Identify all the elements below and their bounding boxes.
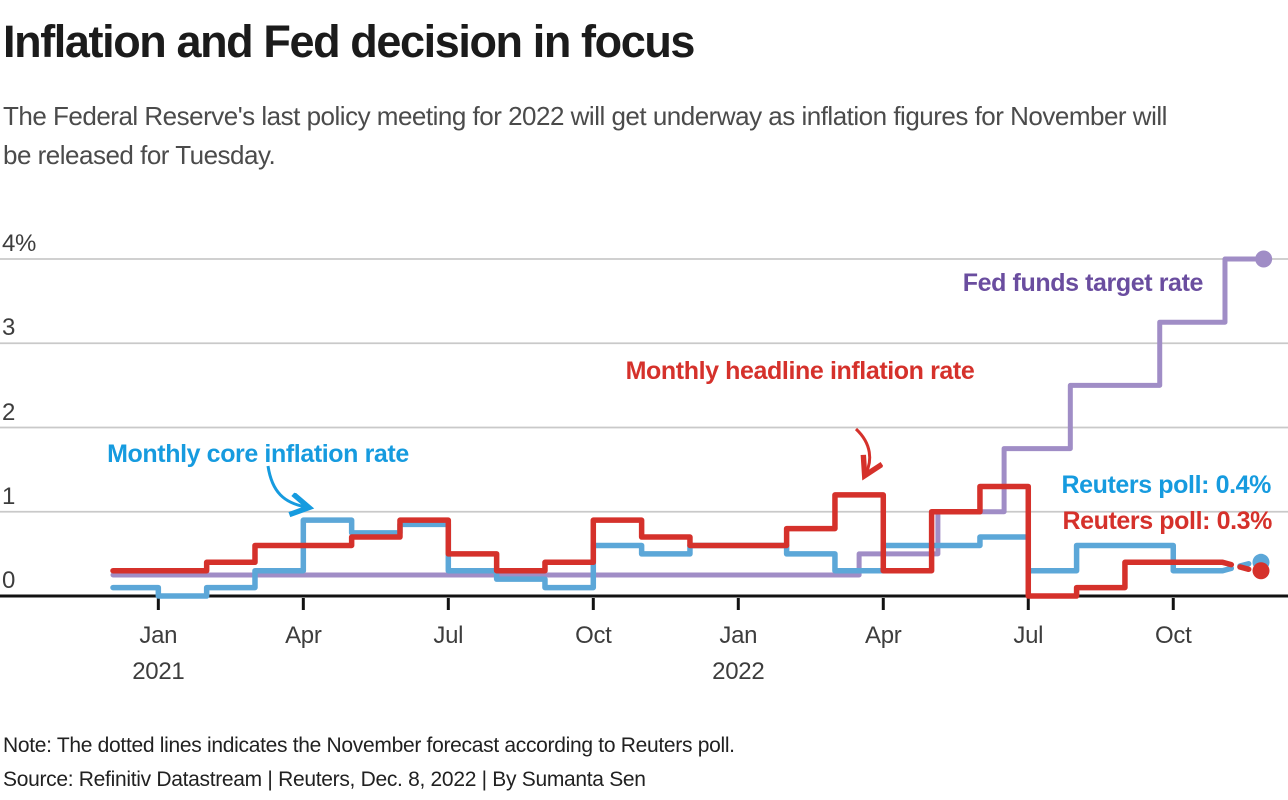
- fed-funds-series-label: Fed funds target rate: [962, 269, 1204, 297]
- fed-funds-end-dot: [1255, 250, 1273, 268]
- reuters-poll-headline-label: Reuters poll: 0.3%: [1062, 507, 1272, 535]
- x-axis-label: Apr: [285, 622, 322, 649]
- headline-inflation-series-label: Monthly headline inflation rate: [625, 357, 975, 385]
- chart-source: Source: Refinitiv Datastream | Reuters, …: [3, 768, 646, 791]
- headline-inflation-line: [110, 483, 1225, 599]
- x-axis-label: Jul: [433, 622, 464, 649]
- reuters-poll-core-label: Reuters poll: 0.4%: [1061, 471, 1271, 499]
- chart-subtitle: The Federal Reserve's last policy meetin…: [3, 101, 1167, 170]
- core-annotation-arrow: [266, 465, 306, 507]
- page-title: Inflation and Fed decision in focus: [3, 16, 695, 67]
- y-axis-label: 2: [2, 398, 16, 426]
- y-axis-label: 3: [2, 314, 16, 342]
- headline-forecast-dash: [1219, 559, 1257, 574]
- x-axis-label: Apr: [865, 622, 902, 649]
- core-inflation-series-label: Monthly core inflation rate: [107, 440, 409, 468]
- x-axis-year-label: 2022: [712, 658, 765, 685]
- x-axis-label: Oct: [575, 622, 612, 649]
- x-axis-label: Jul: [1013, 622, 1044, 649]
- fed-funds-line: [110, 256, 1266, 578]
- y-axis-label: 4%: [2, 230, 37, 257]
- x-axis-label: Jan: [139, 622, 178, 649]
- chart-note: Note: The dotted lines indicates the Nov…: [3, 734, 735, 757]
- headline-annotation-arrow: [854, 427, 870, 473]
- x-axis-year-label: 2021: [132, 658, 185, 685]
- x-axis-label: Oct: [1155, 622, 1192, 649]
- x-axis-label: Jan: [719, 622, 758, 649]
- y-axis-label: 1: [2, 482, 16, 510]
- y-axis-label: 0: [2, 567, 16, 594]
- headline-forecast-dot: [1252, 562, 1270, 580]
